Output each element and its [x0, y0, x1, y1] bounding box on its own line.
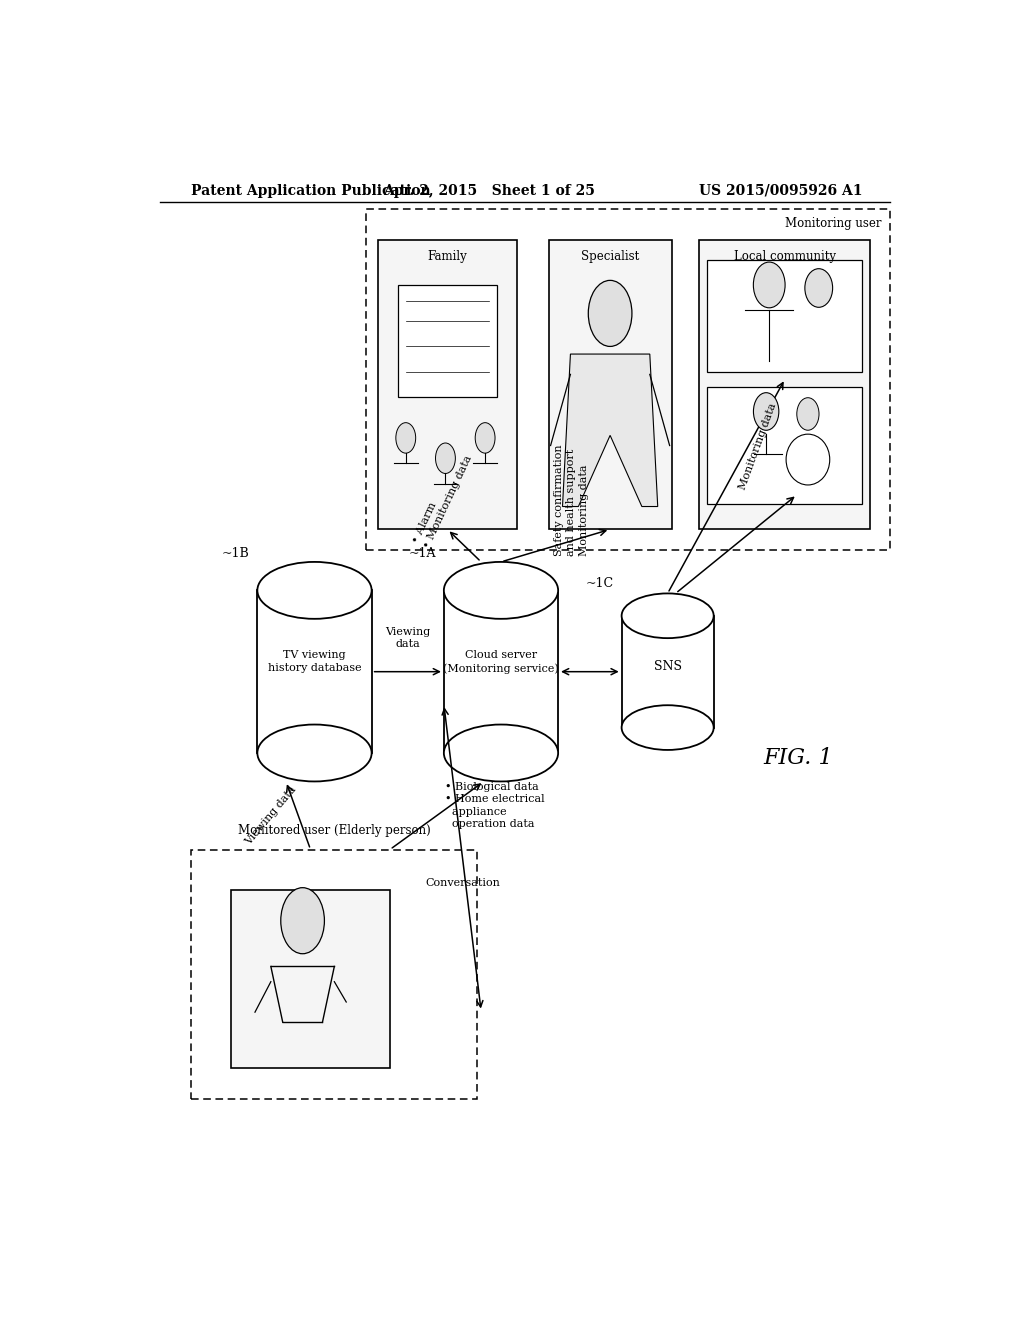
Bar: [191, 850, 477, 1098]
Text: SNS: SNS: [653, 660, 682, 673]
Text: Monitoring user: Monitoring user: [785, 218, 882, 231]
Text: ~1B: ~1B: [221, 546, 250, 560]
Text: Monitored user (Elderly person): Monitored user (Elderly person): [238, 825, 431, 837]
Ellipse shape: [754, 263, 785, 308]
Bar: [367, 210, 890, 549]
Ellipse shape: [475, 422, 495, 453]
Ellipse shape: [786, 434, 829, 484]
Text: TV viewing
history database: TV viewing history database: [267, 649, 361, 673]
Ellipse shape: [805, 269, 833, 308]
Ellipse shape: [797, 397, 819, 430]
Text: • Alarm
• Monitoring data: • Alarm • Monitoring data: [411, 449, 474, 550]
Text: Safety confirmation
and health support
Monitoring data: Safety confirmation and health support M…: [554, 445, 589, 556]
Text: Viewing data: Viewing data: [243, 784, 298, 847]
Bar: [708, 387, 862, 504]
Polygon shape: [443, 590, 558, 752]
Text: • Biological data
• Home electrical
  appliance
  operation data: • Biological data • Home electrical appl…: [444, 781, 545, 829]
Ellipse shape: [257, 562, 372, 619]
Text: FIG. 1: FIG. 1: [764, 747, 834, 770]
Ellipse shape: [443, 562, 558, 619]
Ellipse shape: [443, 725, 558, 781]
Text: Cloud server
(Monitoring service): Cloud server (Monitoring service): [443, 649, 559, 673]
Text: Conversation: Conversation: [425, 878, 500, 888]
Text: Monitoring data: Monitoring data: [737, 401, 778, 491]
Ellipse shape: [622, 705, 714, 750]
Ellipse shape: [754, 392, 779, 430]
Bar: [699, 240, 870, 529]
Bar: [708, 260, 862, 372]
Ellipse shape: [435, 444, 456, 474]
Text: Local community: Local community: [734, 249, 836, 263]
Text: ~1A: ~1A: [409, 546, 436, 560]
Text: Specialist: Specialist: [581, 249, 639, 263]
Ellipse shape: [622, 594, 714, 638]
Bar: [378, 240, 517, 529]
Ellipse shape: [396, 422, 416, 453]
Bar: [549, 240, 672, 529]
Ellipse shape: [589, 280, 632, 346]
Text: Viewing
data: Viewing data: [385, 627, 430, 649]
Text: Patent Application Publication: Patent Application Publication: [191, 183, 431, 198]
Bar: [231, 890, 390, 1068]
Polygon shape: [622, 615, 714, 727]
Text: ~1C: ~1C: [586, 577, 613, 590]
Bar: [397, 285, 497, 397]
Polygon shape: [257, 590, 372, 752]
Ellipse shape: [281, 887, 325, 954]
Text: Family: Family: [428, 249, 467, 263]
Polygon shape: [562, 354, 657, 507]
Text: US 2015/0095926 A1: US 2015/0095926 A1: [698, 183, 862, 198]
Ellipse shape: [257, 725, 372, 781]
Text: Apr. 2, 2015   Sheet 1 of 25: Apr. 2, 2015 Sheet 1 of 25: [383, 183, 595, 198]
